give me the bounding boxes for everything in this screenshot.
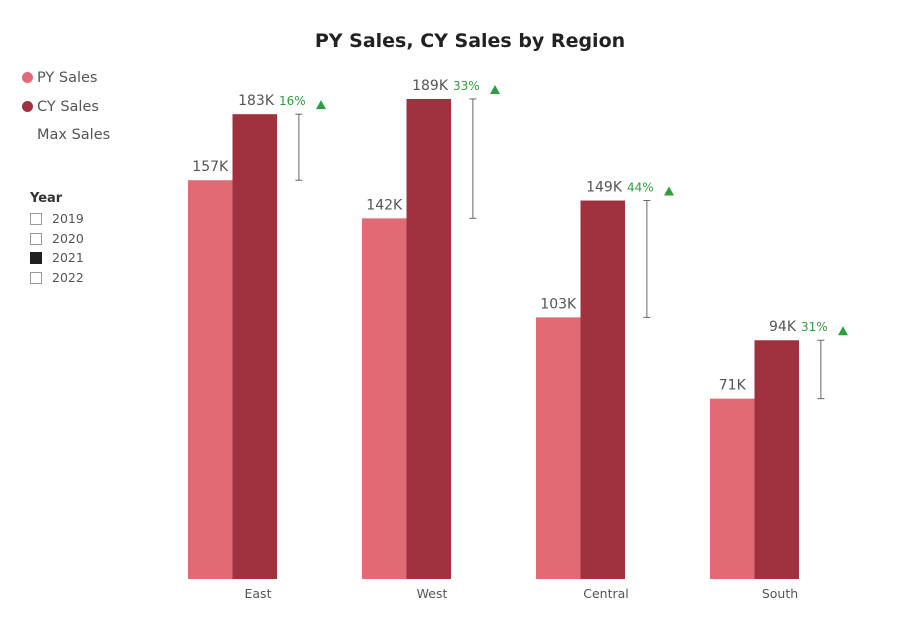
checkbox-icon[interactable] <box>30 232 42 245</box>
legend-label-cy-sales: CY Sales <box>37 98 99 115</box>
data-label-cy-west: 189K <box>412 78 449 94</box>
legend-label-py-sales: PY Sales <box>37 70 98 86</box>
data-label-cy-south: 94K <box>769 319 797 335</box>
bar-cy-south <box>754 340 799 579</box>
slicer-option-2019[interactable]: 2019 <box>30 210 84 230</box>
year-slicer: Year 2019 2020 2021 2022 <box>30 190 84 289</box>
bar-py-west <box>362 218 407 579</box>
slicer-option-2022[interactable]: 2022 <box>30 269 84 289</box>
legend: PY Sales CY Sales Max Sales <box>22 66 110 152</box>
growth-label-central: 44% <box>627 181 654 195</box>
x-tick-central: Central <box>583 586 629 601</box>
data-label-py-south: 71K <box>719 378 747 394</box>
triangle-up-icon <box>664 186 674 196</box>
checkbox-icon[interactable] <box>30 272 42 285</box>
legend-item-max-sales[interactable]: Max Sales <box>22 123 110 152</box>
chart-title: PY Sales, CY Sales by Region <box>314 30 626 52</box>
slicer-option-2021[interactable]: 2021 <box>30 249 84 269</box>
legend-item-cy-sales[interactable]: CY Sales <box>22 95 110 124</box>
data-label-py-central: 103K <box>540 296 577 312</box>
checkbox-icon[interactable] <box>30 213 42 225</box>
x-tick-east: East <box>245 586 272 601</box>
triangle-up-icon <box>316 100 326 110</box>
slicer-option-label: 2020 <box>52 230 84 246</box>
slicer-option-2020[interactable]: 2020 <box>30 230 84 250</box>
slicer-option-label: 2022 <box>52 270 84 286</box>
slicer-option-label: 2021 <box>52 250 84 266</box>
legend-label-max-sales: Max Sales <box>37 127 111 143</box>
triangle-up-icon <box>838 326 848 336</box>
bar-py-east <box>188 180 233 579</box>
bar-py-south <box>710 398 755 579</box>
growth-label-west: 33% <box>453 79 480 93</box>
legend-item-py-sales[interactable]: PY Sales <box>22 66 110 95</box>
growth-label-east: 16% <box>279 94 306 108</box>
growth-label-south: 31% <box>801 320 828 334</box>
bar-py-central <box>536 317 581 579</box>
cy-sales-dot-icon <box>22 100 33 112</box>
triangle-up-icon <box>490 84 500 94</box>
py-sales-dot-icon <box>22 72 33 83</box>
data-label-py-west: 142K <box>366 197 403 213</box>
checkbox-icon[interactable] <box>30 252 42 265</box>
data-label-py-east: 157K <box>192 159 229 175</box>
slicer-title: Year <box>30 191 63 206</box>
data-label-cy-east: 183K <box>238 93 275 109</box>
bar-cy-east <box>232 114 277 580</box>
slicer-option-label: 2019 <box>52 211 84 226</box>
x-tick-south: South <box>762 586 798 601</box>
bar-cy-central <box>580 200 625 580</box>
bar-cy-west <box>406 98 451 579</box>
x-tick-west: West <box>417 586 448 601</box>
data-label-cy-central: 149K <box>586 180 623 196</box>
